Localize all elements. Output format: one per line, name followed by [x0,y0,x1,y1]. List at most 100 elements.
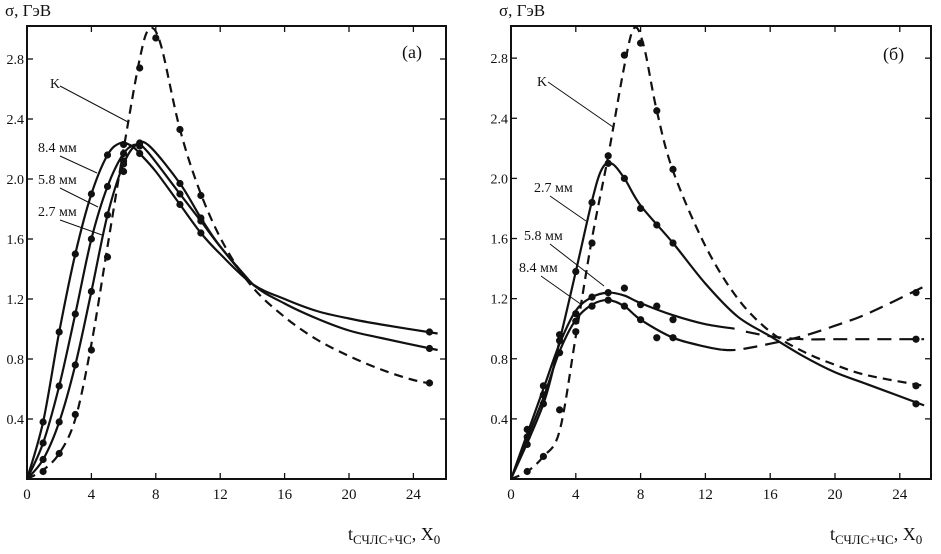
series-2-7-point [620,174,629,182]
series-K-point [87,346,95,354]
panel-label: (а) [402,42,422,63]
series-5-8-dashed-tail [745,330,925,341]
series-8-4-point [669,334,677,342]
y-tick-label: 1.6 [491,233,509,248]
series-8-4-point [653,334,661,342]
series-8-4-point [71,250,79,258]
x-axis-label-main: t [348,524,353,544]
plot-frame [510,25,932,480]
series-K-point [39,467,47,476]
series-8-4-point [136,149,144,158]
series-K-point [572,328,580,336]
series-2-7-point [120,160,128,168]
series-5-8-point [55,382,63,390]
series-5-8-point [87,235,95,243]
y-tick-label: 1.6 [7,233,25,248]
annotation-leader-line [59,155,98,174]
x-axis-label-sub: СЧЛС+ЧС [353,532,412,547]
y-tick-label: 0.8 [491,353,509,368]
series-5-8-point [912,335,920,343]
annotation-label: 8.4 мм [519,261,558,276]
x-tick-label: 0 [507,487,515,503]
annotation-leader-line [547,81,614,128]
x-axis-label-sub: СЧЛС+ЧС [835,532,894,547]
x-tick-label: 8 [152,487,160,503]
series-2-7-point [197,214,205,222]
plot-frame [26,25,447,480]
series-8-4-dashed-tail [721,285,925,352]
series-K-line [27,26,438,479]
series-2-7-point [669,239,677,247]
y-tick-label: 2.8 [7,53,25,68]
series-8-4-point [620,302,629,310]
x-axis-label: tСЧЛС+ЧС, X0 [830,524,922,547]
series-8-4-point [588,302,596,310]
series-5-8-point [669,316,677,324]
y-tick-label: 0.8 [7,353,25,368]
series-5-8-point [604,289,612,297]
annotation-label: 8.4 мм [38,141,77,156]
series-K-point [556,406,564,414]
series-K-point [637,39,645,47]
series-2-7-point [653,221,661,229]
x-tick-label: 12 [698,487,713,503]
annotation-leader-line [540,275,583,306]
series-K-point [653,107,661,115]
series-8-4-point [176,200,184,209]
series-K-point [55,449,63,458]
series-layer [27,26,438,479]
annotation-label: 5.8 мм [524,229,563,244]
series-5-8-point [653,302,661,310]
panel-label: (б) [883,44,904,65]
x-tick-label: 24 [406,487,422,503]
series-2-7-line [27,140,254,479]
x-axis-label-main: t [830,524,835,544]
series-2-7-line [511,161,925,479]
series-8-4-point [912,289,920,297]
y-tick-label: 1.2 [7,293,25,308]
series-2-7-point [103,211,112,219]
annotation-label: 2.7 мм [534,181,573,196]
x-tick-label: 20 [342,487,357,503]
series-K-point [588,239,596,247]
x-tick-label: 4 [88,487,96,503]
series-2-7-point [55,418,63,426]
x-tick-label: 0 [23,487,31,503]
annotation-leader-line [59,219,103,236]
series-K-point [539,452,548,461]
series-2-7-point [87,287,95,296]
x-tick-label: 20 [828,487,843,503]
series-2-7-point [71,361,79,369]
annotation-label: K [537,75,547,90]
series-2-7-point [39,455,47,464]
x-tick-label: 16 [763,487,779,503]
y-tick-label: 2.0 [7,173,25,188]
series-5-8-point [556,331,564,339]
series-8-4-point [197,229,205,237]
x-axis-label: tСЧЛС+ЧС, X0 [348,524,440,547]
y-tick-label: 2.8 [491,52,509,67]
series-8-4-line [27,141,438,479]
series-8-4-point [120,140,128,149]
series-K-point [152,34,160,42]
series-2-7-point [637,204,645,213]
y-tick-label: 0.4 [7,413,25,428]
y-tick-label: 0.4 [491,413,509,428]
series-2-7-point [604,152,612,160]
y-tick-label: 2.4 [491,112,509,127]
series-5-8-point [588,293,596,301]
y-tick-label: 2.0 [491,172,509,187]
x-axis-label-rest-sub: 0 [916,532,923,547]
series-K-point [103,253,112,261]
series-K-point [669,165,677,173]
series-2-7-point [572,267,580,276]
series-5-8-point [103,182,112,191]
x-tick-label: 24 [892,487,908,503]
annotation-label: 5.8 мм [38,173,77,188]
series-5-8-line [27,143,438,479]
series-2-7-point [588,198,596,207]
series-K-point [197,191,205,200]
x-axis-label-rest-sub: 0 [434,532,441,547]
series-2-7-point [136,139,144,147]
series-5-8-point [637,301,645,309]
